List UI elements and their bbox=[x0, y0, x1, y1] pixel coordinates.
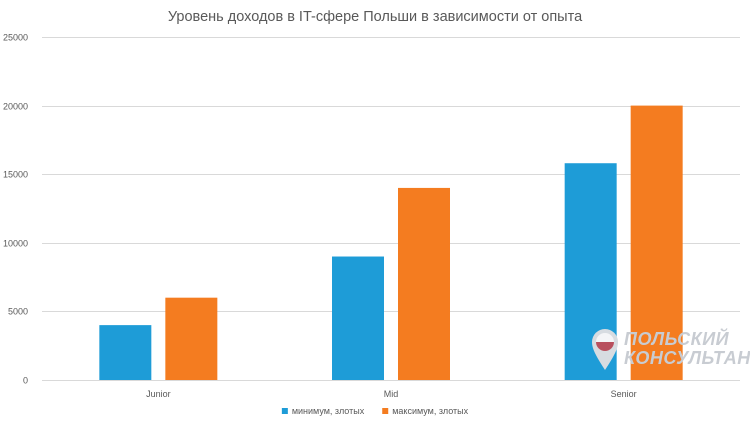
chart-title: Уровень доходов в IT-сфере Польши в зави… bbox=[168, 9, 583, 25]
bar-senior-series-2 bbox=[630, 105, 683, 380]
legend: минимум, злотых максимум, злотых bbox=[281, 406, 469, 416]
y-tick-label: 20000 bbox=[3, 102, 28, 112]
legend-swatch bbox=[382, 408, 389, 414]
bar-junior-series-1 bbox=[99, 325, 152, 380]
legend-label: максимум, злотых bbox=[392, 406, 468, 416]
y-tick-label: 5000 bbox=[8, 307, 28, 317]
watermark-line-2: КОНСУЛЬТАНТ bbox=[624, 348, 750, 368]
y-tick-label: 25000 bbox=[3, 33, 28, 43]
y-axis-ticks: 0 5000 10000 15000 20000 25000 bbox=[3, 33, 28, 386]
legend-label: минимум, злотых bbox=[292, 406, 365, 416]
bar-junior-series-2 bbox=[165, 297, 218, 380]
bar-mid-series-2 bbox=[398, 187, 450, 380]
gridlines bbox=[42, 37, 740, 312]
legend-swatch bbox=[281, 408, 288, 414]
legend-item: минимум, злотых bbox=[281, 406, 365, 416]
x-tick-label: Junior bbox=[146, 389, 171, 399]
watermark: ПОЛЬСКИЙ КОНСУЛЬТАНТ bbox=[592, 328, 750, 370]
y-tick-label: 0 bbox=[23, 376, 28, 386]
x-tick-label: Senior bbox=[611, 389, 637, 399]
legend-item: максимум, злотых bbox=[382, 406, 469, 416]
watermark-line-1: ПОЛЬСКИЙ bbox=[624, 328, 730, 349]
x-axis-ticks: Junior Mid Senior bbox=[146, 389, 637, 399]
y-tick-label: 10000 bbox=[3, 239, 28, 249]
y-tick-label: 15000 bbox=[3, 170, 28, 180]
x-tick-label: Mid bbox=[384, 389, 399, 399]
map-pin-flag-icon bbox=[592, 329, 618, 370]
bars bbox=[99, 105, 683, 380]
bar-mid-series-1 bbox=[332, 256, 384, 380]
